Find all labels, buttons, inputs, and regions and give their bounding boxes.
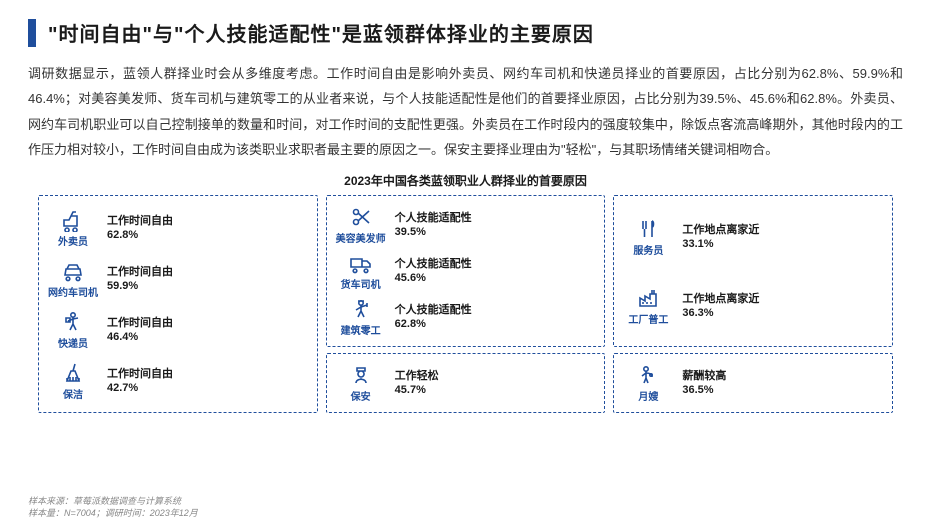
job-item: 保洁 工作时间自由 42.7% <box>49 358 307 404</box>
job-icon-wrap: 货车司机 <box>337 251 385 291</box>
page-title: "时间自由"与"个人技能适配性"是蓝领群体择业的主要原因 <box>48 18 594 47</box>
reason-group-box: 服务员 工作地点离家近 33.1% 工厂普工 工作地点离家近 36.3% <box>613 195 893 347</box>
job-item: 网约车司机 工作时间自由 59.9% <box>49 256 307 302</box>
scissors-icon <box>347 205 375 229</box>
job-name: 工厂普工 <box>628 311 668 326</box>
reason-block: 工作地点离家近 33.1% <box>682 223 759 252</box>
job-name: 月嫂 <box>638 388 658 403</box>
job-item: 月嫂 薪酬较高 36.5% <box>624 360 882 406</box>
title-bar: "时间自由"与"个人技能适配性"是蓝领群体择业的主要原因 <box>28 18 903 47</box>
waiter-icon <box>634 217 662 241</box>
job-item: 外卖员 工作时间自由 62.8% <box>49 205 307 251</box>
chart-title: 2023年中国各类蓝领职业人群择业的首要原因 <box>28 172 903 189</box>
job-icon-wrap: 快递员 <box>49 310 97 350</box>
chart-column: 美容美发师 个人技能适配性 39.5% 货车司机 个人技能适配性 45.6% 建… <box>326 195 606 413</box>
job-name: 快递员 <box>58 335 88 350</box>
construction-icon <box>347 297 375 321</box>
job-name: 服务员 <box>633 242 663 257</box>
job-name: 保洁 <box>63 386 83 401</box>
reason-percent: 62.8% <box>395 317 472 331</box>
job-icon-wrap: 建筑零工 <box>337 297 385 337</box>
job-icon-wrap: 美容美发师 <box>337 205 385 245</box>
nanny-icon <box>634 363 662 387</box>
reason-percent: 45.6% <box>395 271 472 285</box>
guard-icon <box>347 363 375 387</box>
reason-block: 工作时间自由 59.9% <box>107 265 173 294</box>
reason-label: 工作时间自由 <box>107 214 173 228</box>
footer-sample: 样本量：N=7004；调研时间：2023年12月 <box>28 507 198 520</box>
job-item: 服务员 工作地点离家近 33.1% <box>624 214 882 260</box>
reason-group-box: 保安 工作轻松 45.7% <box>326 353 606 413</box>
job-icon-wrap: 服务员 <box>624 217 672 257</box>
reason-block: 工作地点离家近 36.3% <box>682 292 759 321</box>
reason-label: 工作地点离家近 <box>682 223 759 237</box>
job-item: 建筑零工 个人技能适配性 62.8% <box>337 294 595 340</box>
reason-label: 工作轻松 <box>395 369 439 383</box>
reason-label: 个人技能适配性 <box>395 257 472 271</box>
delivery-icon <box>59 208 87 232</box>
job-item: 货车司机 个人技能适配性 45.6% <box>337 248 595 294</box>
job-name: 货车司机 <box>341 276 381 291</box>
reason-block: 个人技能适配性 45.6% <box>395 257 472 286</box>
body-paragraph: 调研数据显示，蓝领人群择业时会从多维度考虑。工作时间自由是影响外卖员、网约车司机… <box>28 61 903 162</box>
reason-block: 工作时间自由 62.8% <box>107 214 173 243</box>
cleaning-icon <box>59 361 87 385</box>
footer: 样本来源：草莓派数据调查与计算系统 样本量：N=7004；调研时间：2023年1… <box>28 495 198 520</box>
reason-group-box: 美容美发师 个人技能适配性 39.5% 货车司机 个人技能适配性 45.6% 建… <box>326 195 606 347</box>
reason-label: 个人技能适配性 <box>395 211 472 225</box>
reason-percent: 46.4% <box>107 330 173 344</box>
job-name: 外卖员 <box>58 233 88 248</box>
reason-percent: 42.7% <box>107 381 173 395</box>
reason-label: 工作地点离家近 <box>682 292 759 306</box>
reason-label: 薪酬较高 <box>682 369 726 383</box>
reason-percent: 33.1% <box>682 237 759 251</box>
car-icon <box>59 259 87 283</box>
reason-percent: 39.5% <box>395 225 472 239</box>
job-name: 网约车司机 <box>48 284 98 299</box>
title-accent <box>28 19 36 47</box>
reason-block: 个人技能适配性 39.5% <box>395 211 472 240</box>
chart-column: 服务员 工作地点离家近 33.1% 工厂普工 工作地点离家近 36.3% 月嫂 <box>613 195 893 413</box>
reason-percent: 59.9% <box>107 279 173 293</box>
reason-label: 工作时间自由 <box>107 265 173 279</box>
job-icon-wrap: 外卖员 <box>49 208 97 248</box>
job-icon-wrap: 保安 <box>337 363 385 403</box>
reason-block: 工作轻松 45.7% <box>395 369 439 398</box>
job-name: 保安 <box>351 388 371 403</box>
job-icon-wrap: 工厂普工 <box>624 286 672 326</box>
reason-percent: 45.7% <box>395 383 439 397</box>
job-name: 建筑零工 <box>341 322 381 337</box>
chart-area: 外卖员 工作时间自由 62.8% 网约车司机 工作时间自由 59.9% 快递员 <box>28 195 903 413</box>
reason-percent: 62.8% <box>107 228 173 242</box>
job-name: 美容美发师 <box>336 230 386 245</box>
footer-source: 样本来源：草莓派数据调查与计算系统 <box>28 495 198 508</box>
reason-label: 工作时间自由 <box>107 316 173 330</box>
reason-block: 工作时间自由 46.4% <box>107 316 173 345</box>
job-item: 快递员 工作时间自由 46.4% <box>49 307 307 353</box>
job-icon-wrap: 网约车司机 <box>49 259 97 299</box>
reason-label: 个人技能适配性 <box>395 303 472 317</box>
job-icon-wrap: 月嫂 <box>624 363 672 403</box>
reason-percent: 36.3% <box>682 306 759 320</box>
reason-percent: 36.5% <box>682 383 726 397</box>
factory-icon <box>634 286 662 310</box>
reason-block: 薪酬较高 36.5% <box>682 369 726 398</box>
reason-label: 工作时间自由 <box>107 367 173 381</box>
job-item: 保安 工作轻松 45.7% <box>337 360 595 406</box>
job-item: 工厂普工 工作地点离家近 36.3% <box>624 283 882 329</box>
courier-icon <box>59 310 87 334</box>
reason-group-box: 月嫂 薪酬较高 36.5% <box>613 353 893 413</box>
chart-column: 外卖员 工作时间自由 62.8% 网约车司机 工作时间自由 59.9% 快递员 <box>38 195 318 413</box>
truck-icon <box>347 251 375 275</box>
job-item: 美容美发师 个人技能适配性 39.5% <box>337 202 595 248</box>
job-icon-wrap: 保洁 <box>49 361 97 401</box>
reason-block: 个人技能适配性 62.8% <box>395 303 472 332</box>
reason-block: 工作时间自由 42.7% <box>107 367 173 396</box>
reason-group-box: 外卖员 工作时间自由 62.8% 网约车司机 工作时间自由 59.9% 快递员 <box>38 195 318 413</box>
